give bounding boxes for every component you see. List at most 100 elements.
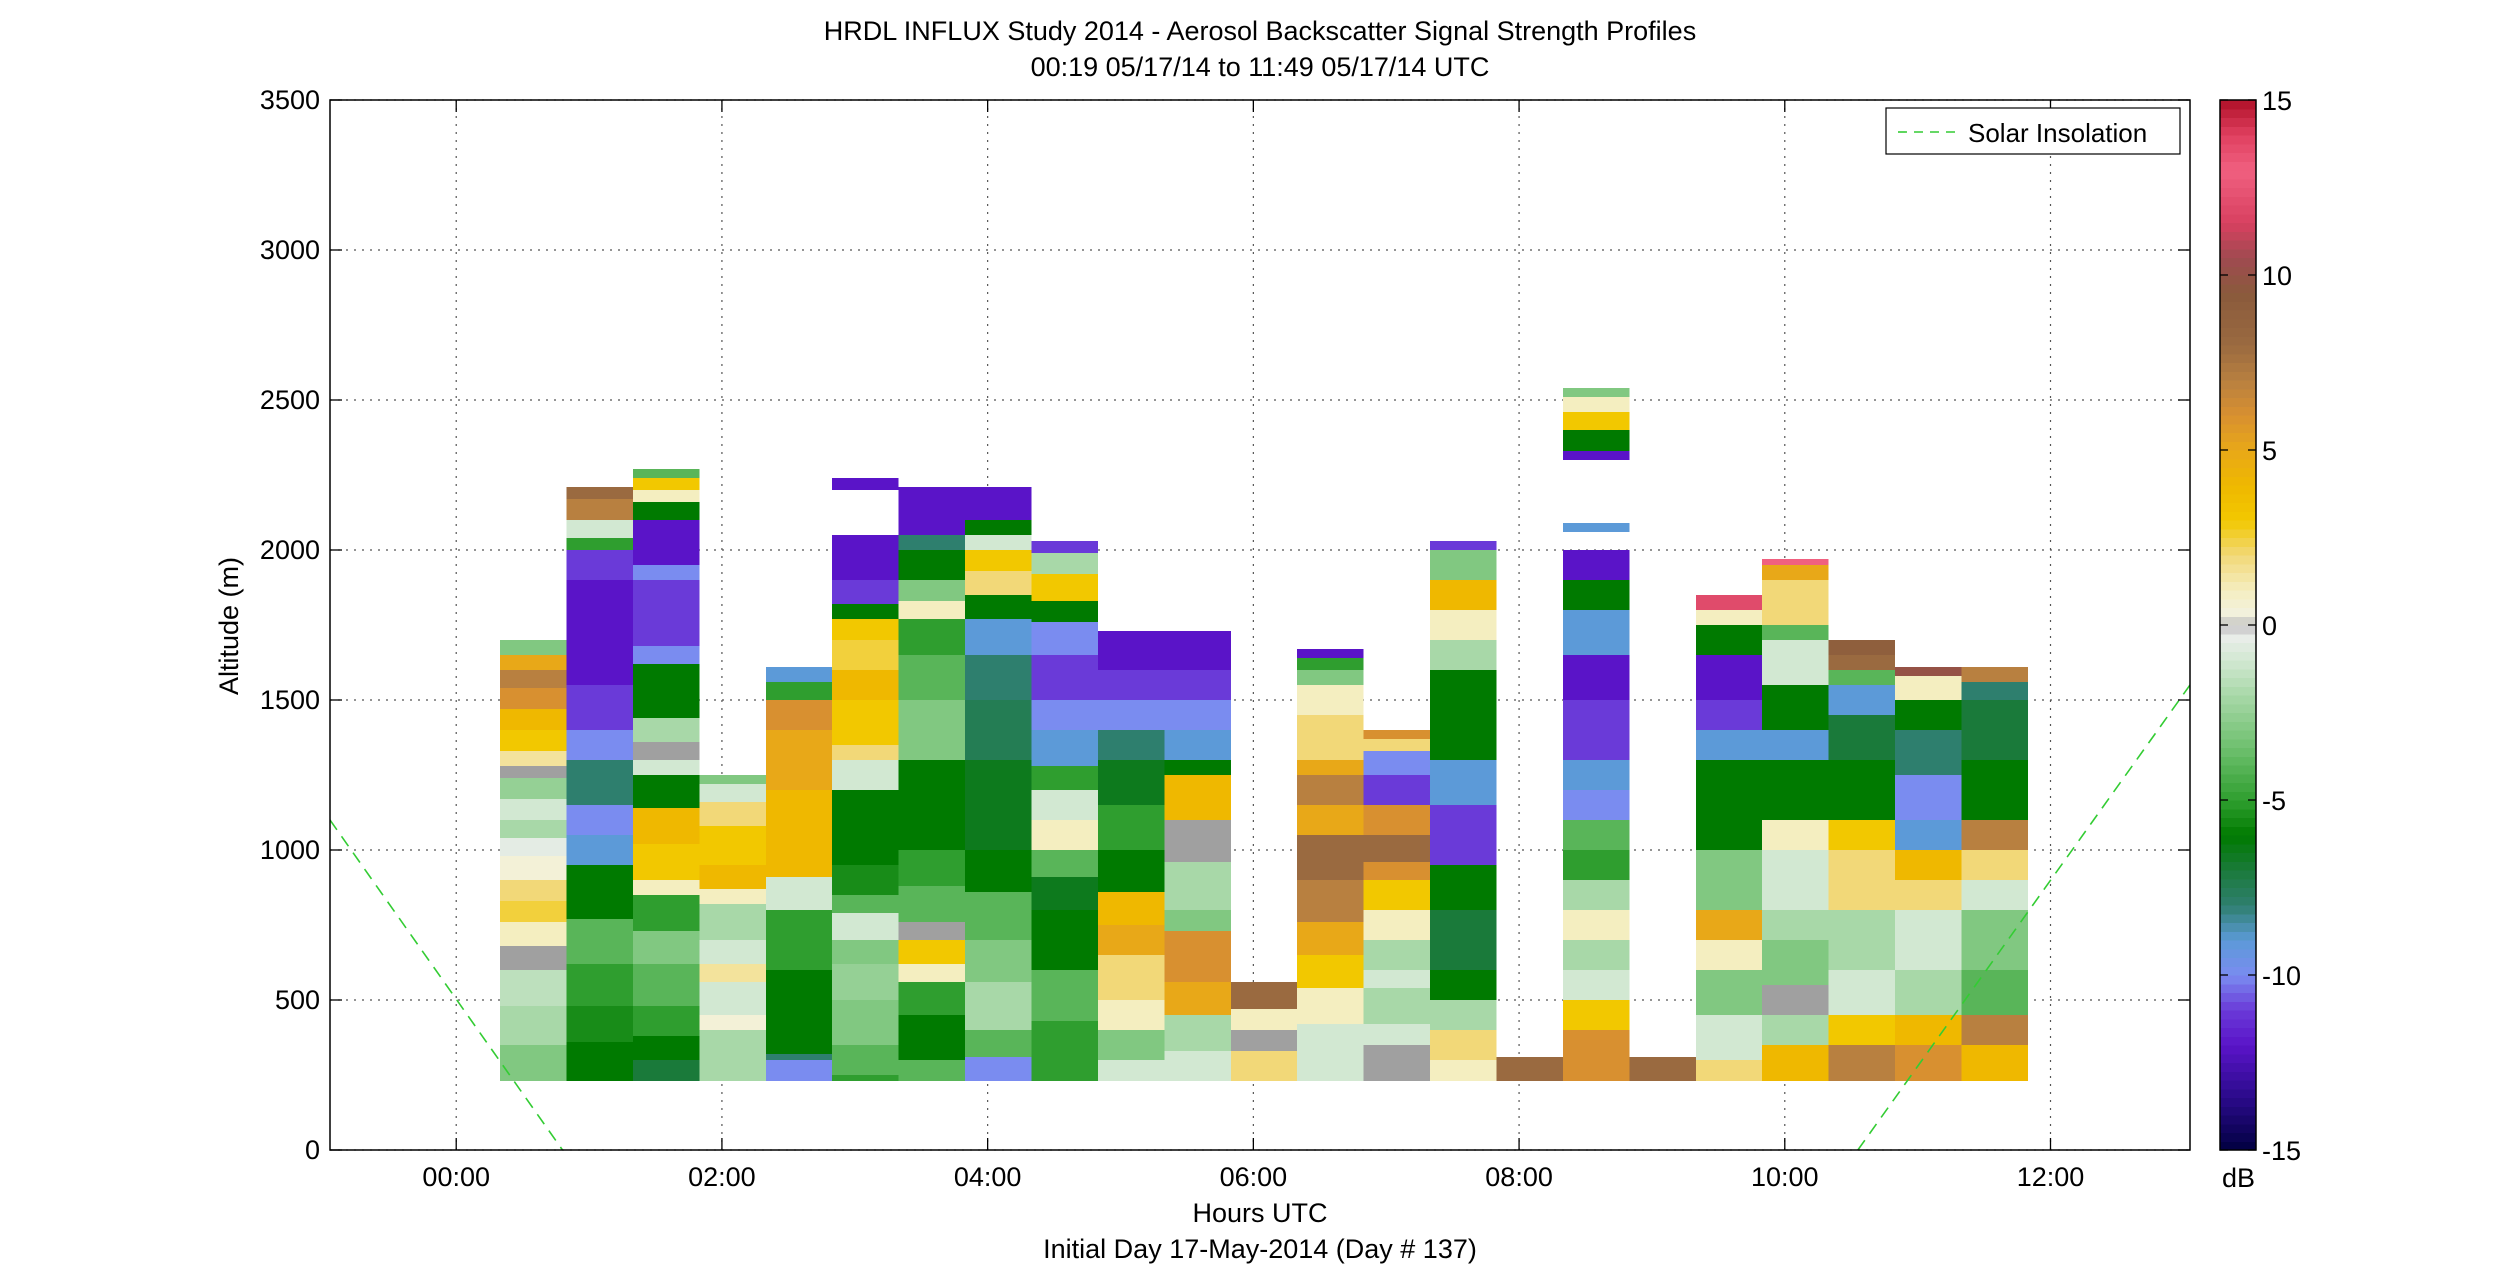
chart-subtitle: 00:19 05/17/14 to 11:49 05/17/14 UTC: [1031, 52, 1490, 82]
backscatter-cell: [1164, 1015, 1231, 1051]
colorbar-cell: [2220, 913, 2256, 924]
backscatter-cell: [1164, 631, 1231, 670]
backscatter-cell: [1961, 1015, 2028, 1045]
backscatter-cell: [832, 580, 899, 604]
colorbar-cell: [2220, 607, 2256, 617]
backscatter-cell: [500, 670, 567, 688]
colorbar-cell: [2220, 808, 2256, 819]
backscatter-cell: [965, 571, 1032, 595]
backscatter-cell: [765, 877, 833, 910]
backscatter-cell: [1762, 580, 1829, 625]
backscatter-cell: [1230, 1009, 1298, 1030]
colorbar-cell: [2220, 310, 2256, 320]
backscatter-cell: [1031, 766, 1098, 790]
backscatter-cell: [965, 520, 1032, 535]
colorbar-cell: [2220, 458, 2256, 469]
backscatter-cell: [1562, 1030, 1630, 1081]
backscatter-cell: [965, 550, 1032, 571]
backscatter-cell: [1430, 1060, 1497, 1081]
backscatter-cell: [832, 760, 899, 790]
backscatter-cell: [1097, 1030, 1165, 1060]
colorbar-ticks: 15 10 5 0 -5 -10 -15: [2220, 86, 2301, 1166]
backscatter-cell: [1164, 670, 1231, 700]
colorbar-cell: [2220, 1071, 2256, 1081]
backscatter-cell: [566, 919, 633, 964]
backscatter-cell: [632, 880, 700, 895]
colorbar-cell: [2220, 922, 2256, 932]
y-tick-label: 3000: [260, 235, 320, 265]
backscatter-cell: [1297, 760, 1364, 775]
backscatter-cell: [566, 499, 633, 520]
colorbar-cell: [2220, 397, 2256, 407]
colorbar-cell: [2220, 940, 2256, 950]
solar-insolation-line: [1857, 684, 2190, 1150]
backscatter-cell: [566, 835, 633, 865]
colorbar-cell: [2220, 651, 2256, 661]
backscatter-cell: [632, 478, 700, 490]
backscatter-cell: [1562, 451, 1630, 460]
backscatter-cell: [965, 982, 1032, 1030]
backscatter-cell: [1230, 1030, 1298, 1051]
backscatter-cell: [1961, 760, 2028, 820]
backscatter-cell: [1031, 877, 1098, 910]
colorbar-cell: [2220, 992, 2256, 1002]
backscatter-cell: [1031, 910, 1098, 970]
colorbar: 15 10 5 0 -5 -10 -15 dB: [2219, 86, 2301, 1193]
colorbar-cell: [2220, 108, 2256, 119]
backscatter-cell: [632, 502, 700, 520]
backscatter-cell: [1895, 667, 1962, 676]
y-tick-label: 1500: [260, 685, 320, 715]
colorbar-tick-label: -5: [2262, 786, 2286, 816]
backscatter-cell: [832, 670, 899, 700]
chart-title: HRDL INFLUX Study 2014 - Aerosol Backsca…: [824, 16, 1696, 46]
x-axis-sublabel: Initial Day 17-May-2014 (Day # 137): [1043, 1234, 1477, 1264]
colorbar-cell: [2220, 590, 2256, 600]
backscatter-cell: [1097, 670, 1165, 700]
backscatter-cell: [1363, 1045, 1431, 1081]
backscatter-cell: [500, 946, 567, 970]
colorbar-cell: [2220, 231, 2256, 241]
backscatter-cell: [500, 799, 567, 820]
backscatter-cell: [1097, 1060, 1165, 1081]
backscatter-cell: [699, 826, 766, 865]
backscatter-cell: [1562, 430, 1630, 451]
colorbar-cell: [2220, 633, 2256, 644]
backscatter-cell: [832, 478, 899, 490]
backscatter-cell: [1430, 541, 1497, 550]
backscatter-cell: [965, 1057, 1032, 1081]
backscatter-cell: [1363, 1024, 1431, 1045]
colorbar-cell: [2220, 966, 2256, 976]
colorbar-cell: [2220, 756, 2256, 766]
colorbar-cell: [2220, 441, 2256, 451]
backscatter-cell: [500, 640, 567, 655]
backscatter-cell: [1363, 970, 1431, 988]
backscatter-cell: [1961, 1045, 2028, 1081]
backscatter-cell: [1430, 910, 1497, 970]
backscatter-cell: [632, 520, 700, 565]
backscatter-cell: [832, 604, 899, 619]
colorbar-cell: [2220, 861, 2256, 871]
backscatter-cell: [965, 595, 1032, 619]
colorbar-cell: [2220, 1088, 2256, 1099]
colorbar-cell: [2220, 467, 2256, 477]
colorbar-tick-label: -10: [2262, 961, 2301, 991]
y-tick-label: 2000: [260, 535, 320, 565]
backscatter-cell: [832, 865, 899, 895]
backscatter-cell: [1097, 850, 1165, 892]
colorbar-cell: [2220, 345, 2256, 355]
plot-frame: [329, 99, 2191, 1151]
backscatter-cell: [1031, 622, 1098, 655]
colorbar-cell: [2220, 266, 2256, 276]
colorbar-cell: [2220, 283, 2256, 294]
backscatter-cell: [1164, 982, 1231, 1015]
backscatter-cell: [898, 964, 966, 982]
colorbar-cell: [2220, 905, 2256, 915]
x-tick-label: 00:00: [422, 1162, 490, 1192]
backscatter-cell: [898, 940, 966, 964]
backscatter-cell: [1828, 910, 1896, 970]
backscatter-cell: [632, 760, 700, 775]
backscatter-cell: [832, 550, 899, 580]
backscatter-cell: [1164, 775, 1231, 820]
backscatter-cell: [566, 760, 633, 805]
legend-box: [1885, 107, 2181, 155]
